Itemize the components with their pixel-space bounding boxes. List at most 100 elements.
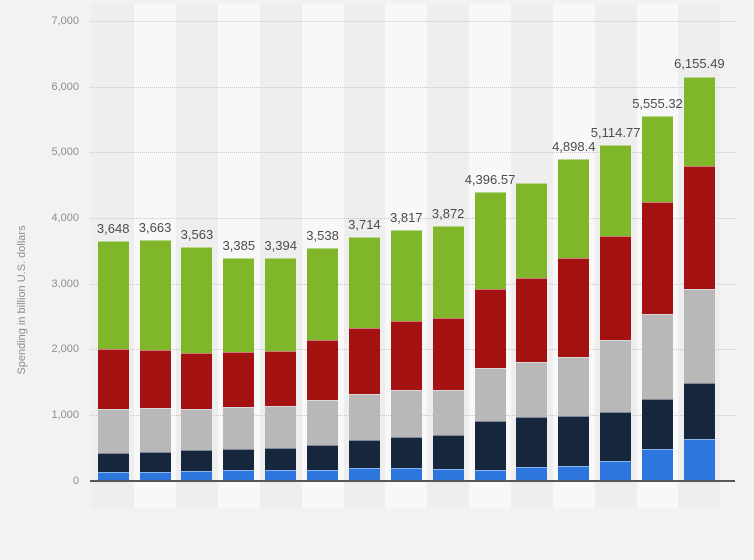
stacked-bar[interactable] (348, 236, 380, 481)
segment-dark-navy[interactable] (432, 434, 464, 469)
bar-total-label: 5,555.32 (632, 95, 683, 111)
stacked-bar[interactable] (307, 248, 339, 481)
segment-green[interactable] (265, 257, 297, 352)
segment-green[interactable] (516, 182, 548, 279)
segment-green[interactable] (348, 236, 380, 329)
bar-total-label: 3,563 (180, 226, 214, 242)
stacked-bar[interactable] (474, 192, 506, 481)
segment-gray[interactable] (390, 389, 422, 437)
segment-dark-red[interactable] (516, 278, 548, 363)
segment-gray[interactable] (307, 400, 339, 445)
segment-gray[interactable] (265, 406, 297, 448)
segment-blue[interactable] (348, 468, 380, 481)
gridline-6,000 (90, 86, 735, 88)
segment-gray[interactable] (516, 362, 548, 417)
segment-green[interactable] (642, 115, 673, 202)
stacked-bar[interactable] (97, 241, 129, 481)
segment-dark-navy[interactable] (139, 451, 171, 472)
segment-green[interactable] (181, 246, 213, 354)
segment-dark-navy[interactable] (348, 439, 380, 469)
stacked-bar[interactable] (139, 240, 171, 481)
segment-dark-red[interactable] (683, 165, 715, 289)
bar-total-label: 3,872 (431, 206, 465, 222)
segment-green[interactable] (432, 226, 464, 318)
segment-dark-navy[interactable] (642, 398, 673, 450)
segment-dark-navy[interactable] (474, 421, 506, 470)
segment-blue[interactable] (558, 466, 590, 481)
segment-gray[interactable] (432, 390, 464, 435)
segment-dark-red[interactable] (97, 349, 129, 409)
segment-dark-navy[interactable] (683, 383, 715, 440)
segment-blue[interactable] (390, 467, 422, 481)
segment-dark-navy[interactable] (307, 444, 339, 470)
stacked-bar[interactable] (516, 182, 548, 481)
segment-gray[interactable] (683, 288, 715, 384)
stacked-bar[interactable] (181, 246, 213, 481)
stacked-bar[interactable] (683, 76, 715, 481)
segment-gray[interactable] (558, 356, 590, 417)
segment-dark-red[interactable] (474, 288, 506, 369)
segment-green[interactable] (97, 241, 129, 350)
segment-dark-red[interactable] (642, 201, 673, 314)
segment-blue[interactable] (683, 439, 715, 481)
segment-dark-red[interactable] (558, 257, 590, 357)
bar-total-label: 4,898.4 (552, 139, 596, 154)
segment-blue[interactable] (307, 469, 339, 481)
bar-total-label: 3,394 (264, 237, 297, 253)
segment-gray[interactable] (348, 393, 380, 440)
segment-dark-navy[interactable] (181, 449, 213, 471)
segment-gray[interactable] (139, 408, 171, 452)
segment-dark-navy[interactable] (97, 453, 129, 472)
segment-gray[interactable] (474, 368, 506, 422)
segment-green[interactable] (139, 240, 171, 351)
segment-dark-red[interactable] (265, 351, 297, 407)
segment-green[interactable] (683, 76, 715, 166)
segment-dark-red[interactable] (223, 352, 255, 407)
gridline-5,000 (90, 152, 735, 154)
segment-gray[interactable] (181, 408, 213, 450)
segment-blue[interactable] (265, 470, 297, 481)
segment-green[interactable] (223, 258, 255, 353)
segment-green[interactable] (307, 248, 339, 341)
segment-green[interactable] (558, 159, 590, 258)
segment-blue[interactable] (432, 468, 464, 481)
segment-blue[interactable] (516, 466, 548, 481)
segment-blue[interactable] (223, 470, 255, 481)
segment-blue[interactable] (139, 471, 171, 481)
stacked-bar[interactable] (390, 230, 422, 481)
segment-blue[interactable] (642, 449, 673, 481)
stacked-bar[interactable] (600, 144, 632, 481)
segment-dark-navy[interactable] (390, 436, 422, 468)
segment-gray[interactable] (223, 406, 255, 449)
segment-dark-red[interactable] (600, 236, 632, 341)
segment-gray[interactable] (600, 340, 632, 413)
segment-dark-navy[interactable] (223, 448, 255, 471)
y-tick-label: 0 (72, 474, 79, 487)
segment-dark-red[interactable] (181, 353, 213, 409)
stacked-bar[interactable] (265, 257, 297, 481)
segment-dark-navy[interactable] (600, 412, 632, 461)
segment-dark-navy[interactable] (558, 416, 590, 467)
y-tick-label: 6,000 (51, 80, 79, 93)
segment-blue[interactable] (181, 470, 213, 481)
segment-dark-red[interactable] (139, 350, 171, 409)
stacked-bar[interactable] (642, 115, 673, 481)
segment-dark-red[interactable] (307, 340, 339, 401)
segment-blue[interactable] (600, 460, 632, 481)
segment-gray[interactable] (97, 408, 129, 454)
segment-green[interactable] (474, 192, 506, 289)
segment-dark-red[interactable] (432, 317, 464, 391)
stacked-bar[interactable] (223, 258, 255, 481)
stacked-bar[interactable] (432, 226, 464, 481)
segment-dark-red[interactable] (348, 328, 380, 394)
segment-dark-navy[interactable] (265, 447, 297, 471)
stacked-bar[interactable] (558, 159, 590, 481)
segment-green[interactable] (600, 144, 632, 237)
segment-dark-navy[interactable] (516, 416, 548, 467)
segment-green[interactable] (390, 230, 422, 321)
segment-gray[interactable] (642, 313, 673, 399)
segment-dark-red[interactable] (390, 321, 422, 390)
segment-blue[interactable] (474, 469, 506, 481)
segment-blue[interactable] (97, 471, 129, 481)
